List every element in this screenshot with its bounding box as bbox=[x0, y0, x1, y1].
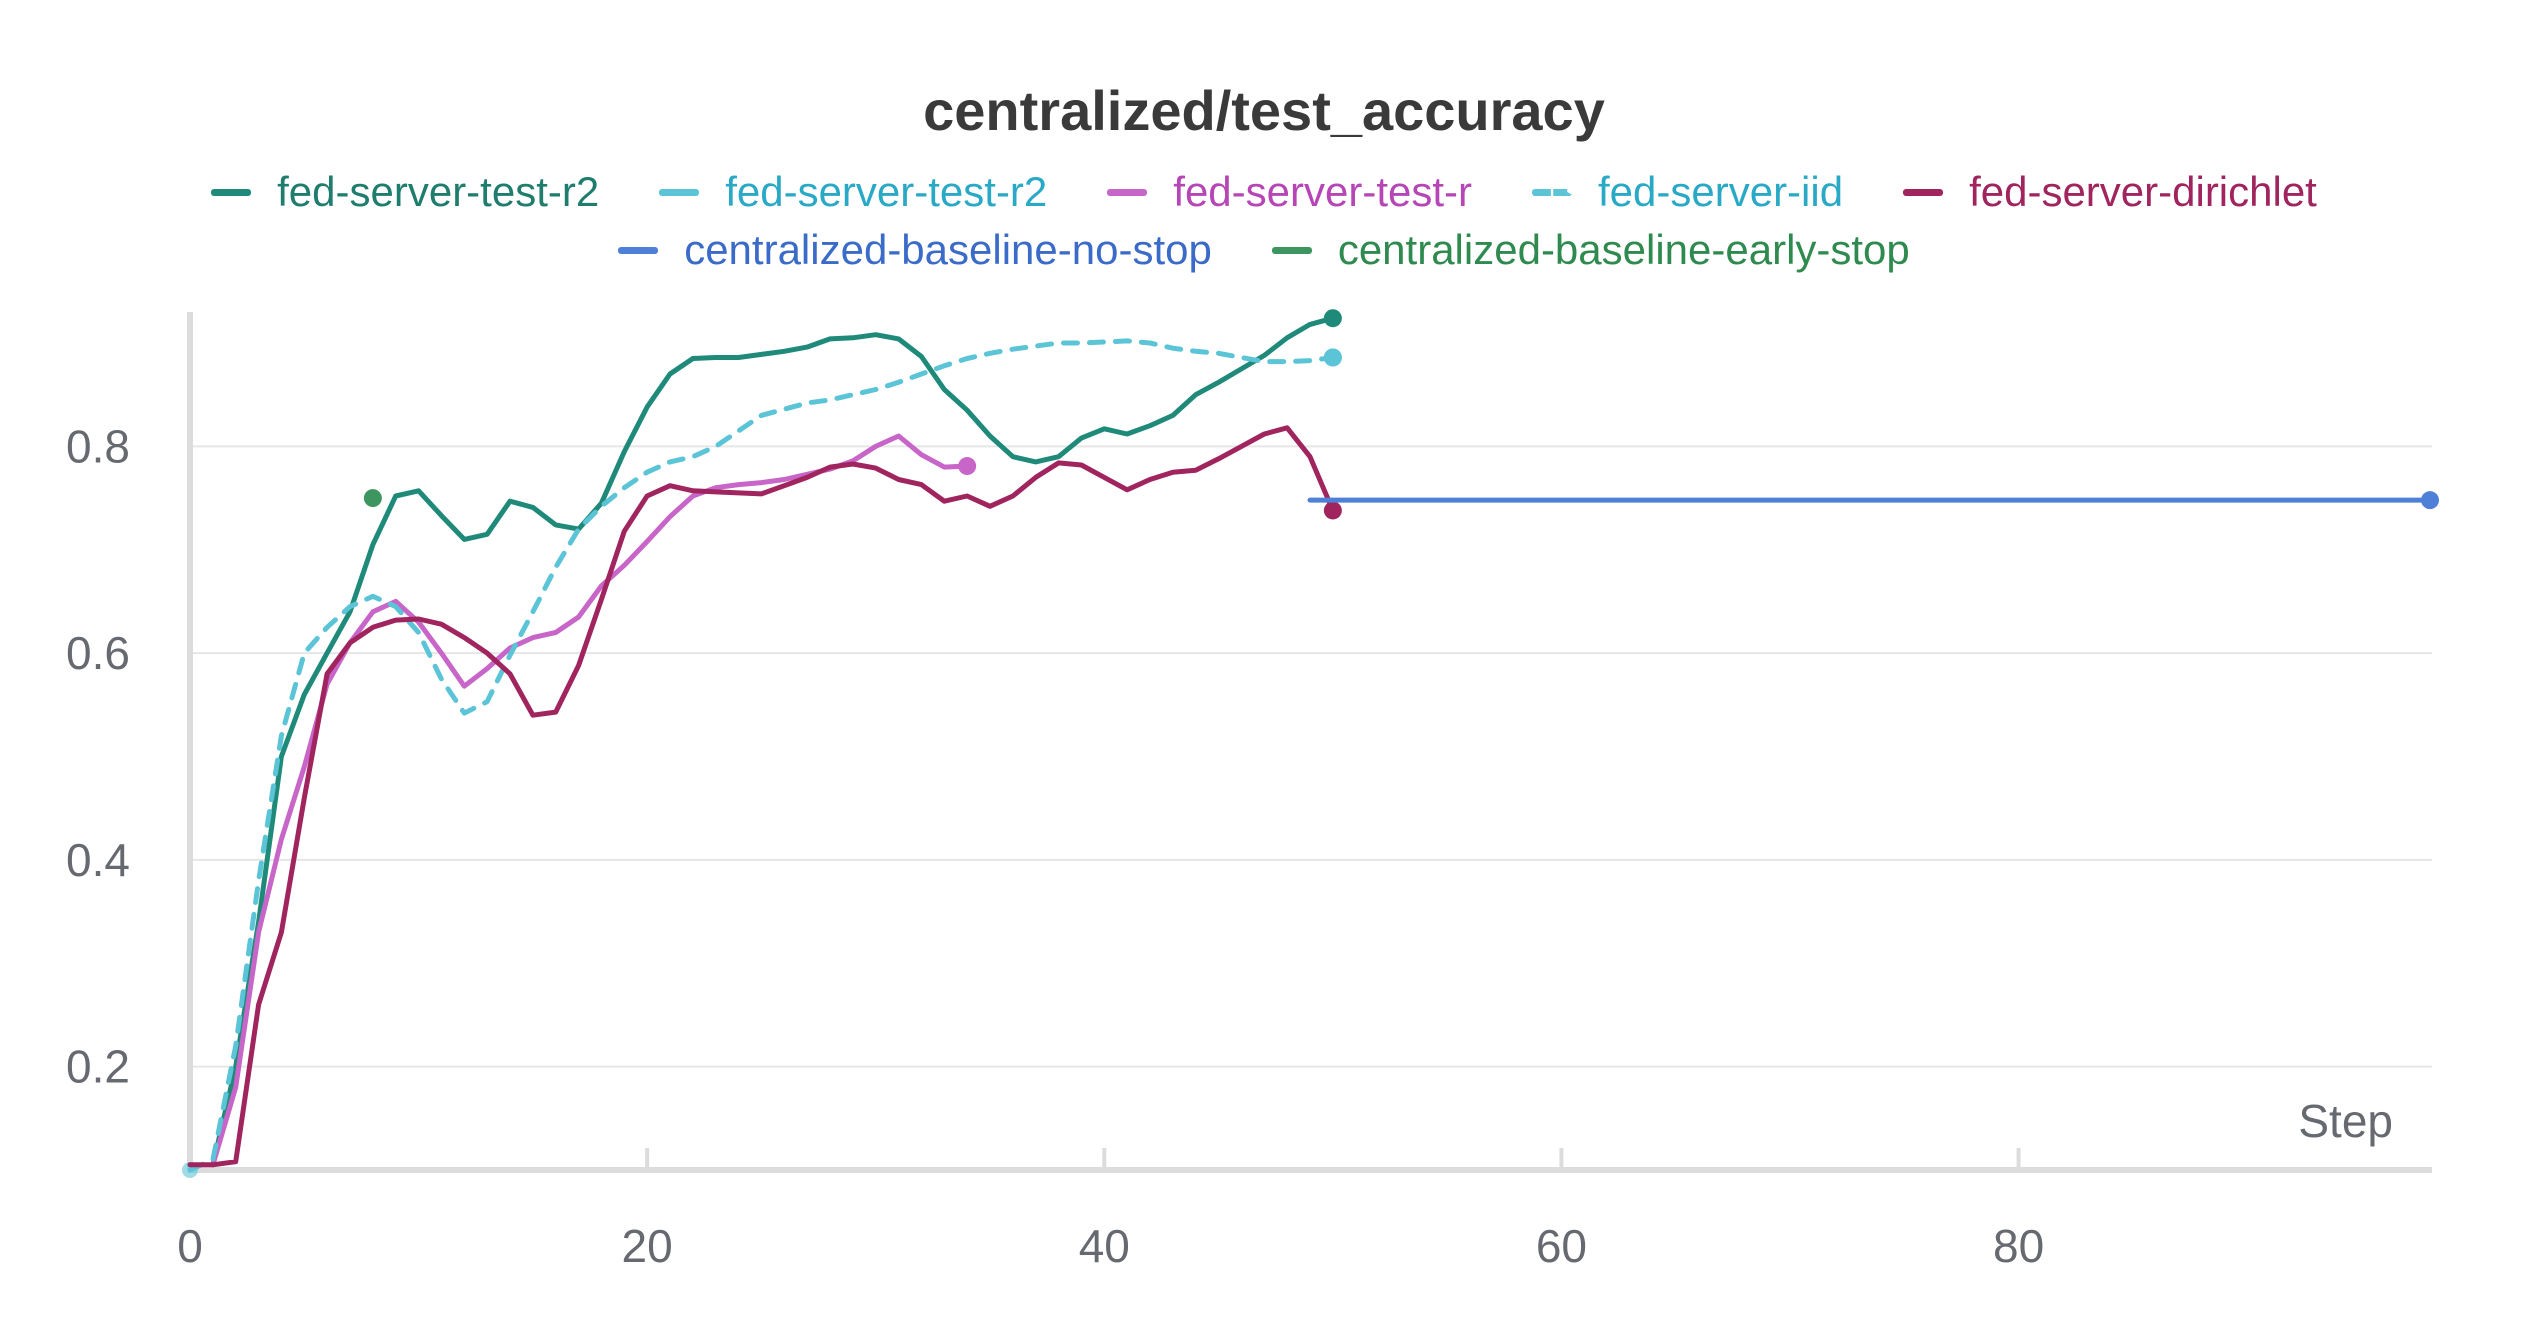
y-tick-label: 0.8 bbox=[66, 420, 130, 472]
series-end-point bbox=[958, 457, 977, 476]
x-tick-label: 0 bbox=[177, 1220, 203, 1272]
legend-label: fed-server-test-r bbox=[1173, 168, 1472, 215]
legend-swatch bbox=[1271, 246, 1312, 254]
series-end-point bbox=[1323, 309, 1342, 328]
legend-swatch bbox=[1903, 188, 1944, 196]
series-line-fed-server-iid bbox=[187, 338, 1336, 1173]
series-line-fed-server-test-r2 bbox=[210, 315, 1336, 1168]
legend-label: fed-server-dirichlet bbox=[1969, 168, 2317, 215]
series-end-point bbox=[1323, 348, 1342, 367]
legend-label: fed-server-iid bbox=[1598, 168, 1844, 215]
legend-item[interactable]: fed-server-iid bbox=[1532, 168, 1843, 216]
legend-item[interactable]: fed-server-dirichlet bbox=[1903, 168, 2317, 216]
legend-item[interactable]: fed-server-test-r2 bbox=[211, 168, 599, 216]
x-tick-label: 20 bbox=[622, 1220, 673, 1272]
legend-item[interactable]: centralized-baseline-no-stop bbox=[618, 226, 1212, 274]
legend-swatch bbox=[211, 188, 252, 196]
legend-swatch bbox=[1532, 188, 1572, 196]
chart-title: centralized/test_accuracy bbox=[923, 79, 1605, 142]
x-tick-label: 40 bbox=[1079, 1220, 1130, 1272]
y-tick-label: 0.4 bbox=[66, 834, 130, 886]
legend-label: fed-server-test-r2 bbox=[725, 168, 1048, 215]
legend-row: centralized-baseline-no-stop centralized… bbox=[0, 226, 2528, 274]
x-tick-label: 60 bbox=[1536, 1220, 1587, 1272]
legend-label: centralized-baseline-no-stop bbox=[684, 226, 1212, 273]
x-tick-label: 80 bbox=[1993, 1220, 2044, 1272]
series-end-point bbox=[1323, 501, 1342, 520]
axis-layer: 0.2 0.4 0.6 0.8 0 20 40 60 80 bbox=[66, 312, 2432, 1272]
y-tick-label: 0.6 bbox=[66, 627, 130, 679]
grid-layer bbox=[190, 445, 2432, 1068]
series-end-point bbox=[363, 489, 382, 508]
legend-item[interactable]: fed-server-test-r2 bbox=[659, 168, 1047, 216]
series-line-fed-server-dirichlet bbox=[187, 425, 1336, 1168]
legend-row: fed-server-test-r2 fed-server-test-r2 fe… bbox=[0, 168, 2528, 216]
series-end-point bbox=[2421, 491, 2439, 510]
legend-label: centralized-baseline-early-stop bbox=[1337, 226, 1910, 273]
legend-swatch bbox=[659, 188, 700, 196]
legend-swatch bbox=[618, 246, 659, 254]
legend-item[interactable]: fed-server-test-r bbox=[1107, 168, 1472, 216]
series-line-fed-server-test-r bbox=[210, 433, 970, 1168]
series-layer bbox=[182, 309, 2439, 1178]
x-axis-label: Step bbox=[2298, 1095, 2393, 1147]
y-tick-label: 0.2 bbox=[66, 1041, 130, 1093]
legend-item[interactable]: centralized-baseline-early-stop bbox=[1271, 226, 1910, 274]
legend-swatch bbox=[1107, 188, 1148, 196]
legend-label: fed-server-test-r2 bbox=[277, 168, 600, 215]
